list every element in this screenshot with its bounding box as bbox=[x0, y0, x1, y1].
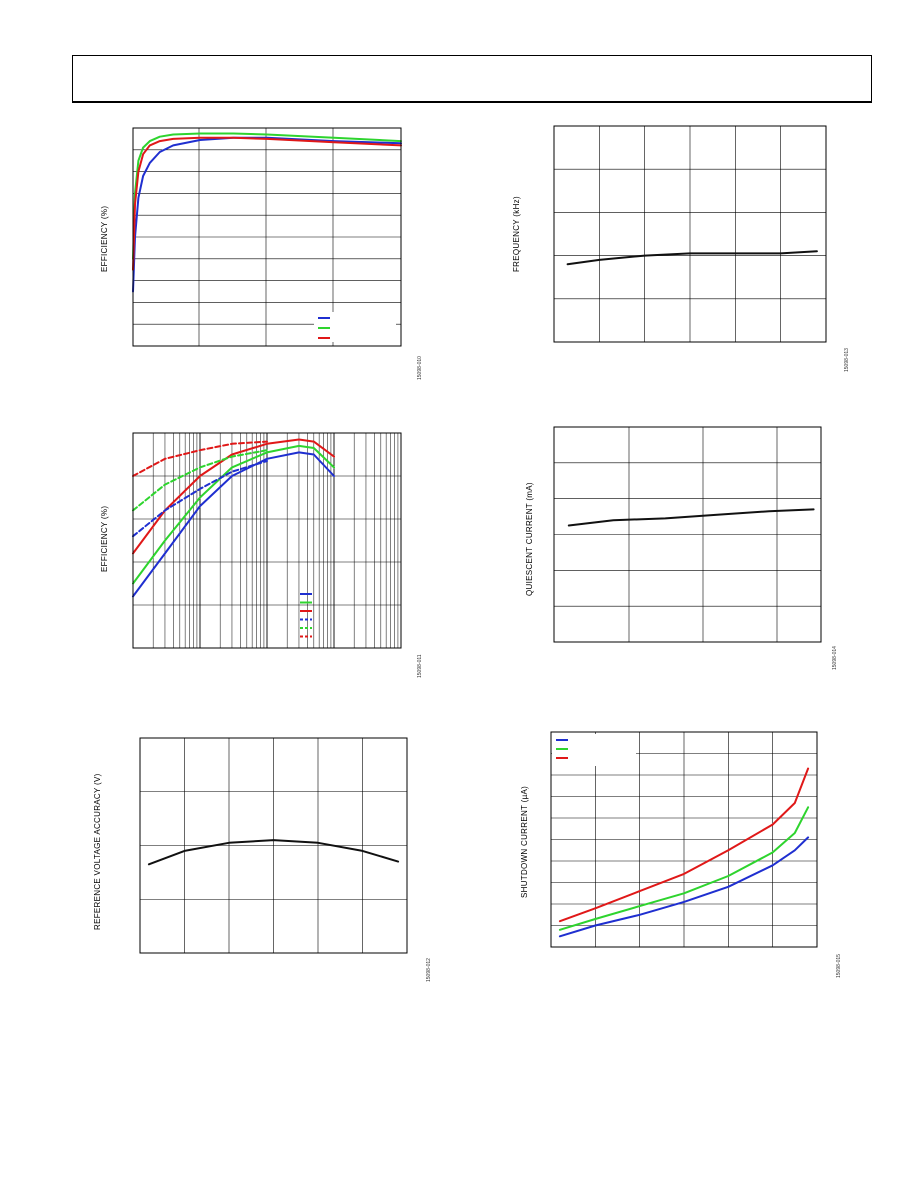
series-line-blue-dashed bbox=[132, 460, 268, 538]
plot-frame bbox=[132, 127, 402, 347]
figure-efficiency-log: EFFICIENCY (%) 15098-011 bbox=[0, 0, 459, 700]
series-line-red bbox=[132, 438, 335, 555]
figure-reference-voltage: REFERENCE VOLTAGE ACCURACY (V) 15098-012 bbox=[0, 0, 459, 1000]
plot-frame bbox=[139, 737, 408, 954]
series-line-green bbox=[558, 806, 810, 931]
page-header-box bbox=[72, 55, 872, 103]
series-line-black bbox=[567, 508, 815, 527]
series-line-blue bbox=[558, 836, 810, 938]
figure-shutdown-current: SHUTDOWN CURRENT (µA) 15098-015 bbox=[520, 731, 842, 978]
series-line-blue bbox=[132, 451, 335, 598]
chart-reference-voltage bbox=[139, 737, 408, 954]
plot-frame bbox=[550, 731, 818, 948]
figure-code: 15098-015 bbox=[836, 954, 842, 978]
series-line-red-dashed bbox=[132, 440, 268, 477]
chart-efficiency-2 bbox=[132, 432, 402, 649]
series-line-black bbox=[147, 839, 400, 866]
figure-frequency: FREQUENCY (kHz) 15098-013 bbox=[0, 0, 918, 400]
series-line-green-dashed bbox=[132, 449, 268, 512]
chart-quiescent-current bbox=[553, 426, 822, 643]
chart-frequency bbox=[553, 125, 827, 343]
series-line-green bbox=[132, 132, 402, 260]
plot-frame bbox=[553, 125, 827, 343]
series-line-red bbox=[558, 767, 810, 923]
series-line-red bbox=[132, 136, 402, 271]
figure-efficiency-vs-current: EFFICIENCY (%) 15098-010 bbox=[0, 0, 459, 400]
figure-quiescent-current: QUIESCENT CURRENT (mA) 15098-014 bbox=[525, 426, 838, 670]
plot-frame bbox=[132, 432, 402, 649]
chart-shutdown-current bbox=[550, 731, 818, 948]
plot-frame bbox=[553, 426, 822, 643]
series-line-blue bbox=[132, 136, 402, 293]
chart-efficiency-1 bbox=[132, 127, 402, 347]
series-line-green bbox=[132, 444, 335, 585]
series-line-black bbox=[566, 250, 818, 266]
